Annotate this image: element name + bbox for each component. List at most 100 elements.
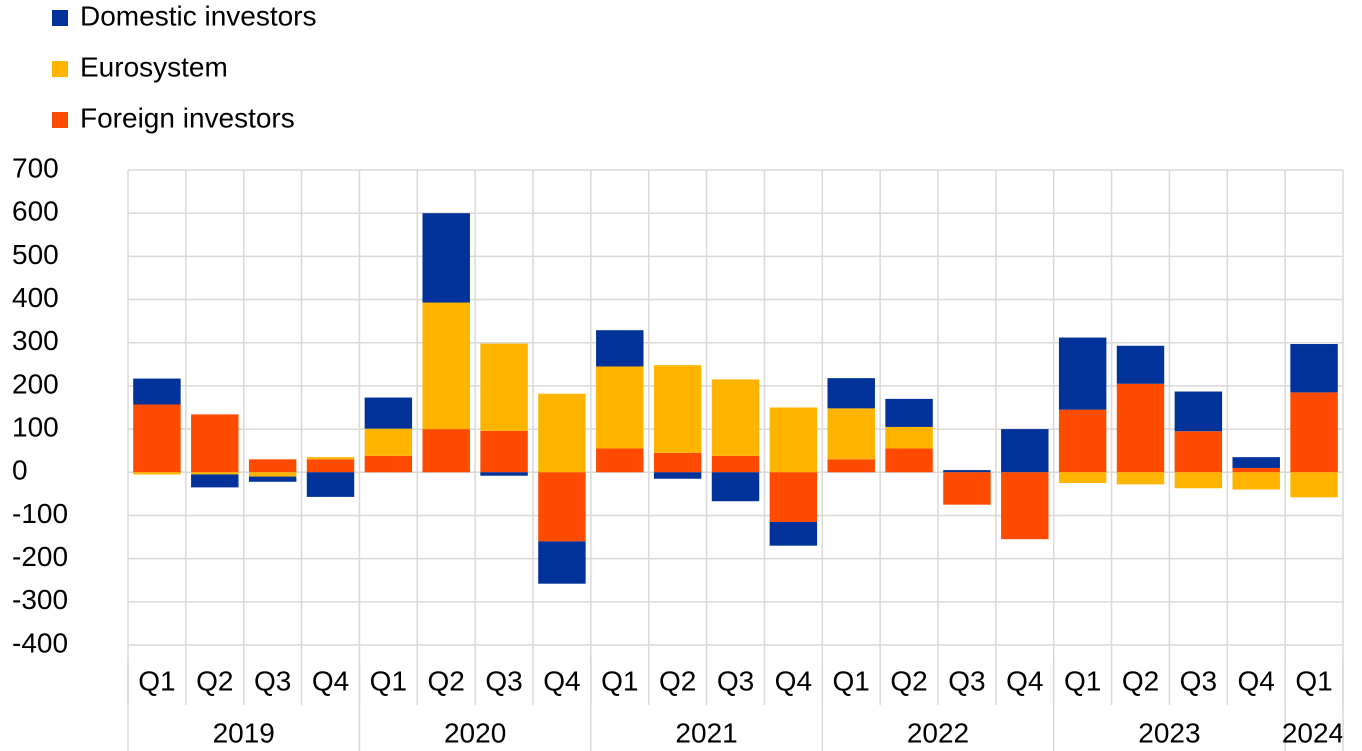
x-tick-label: Q3	[1180, 665, 1217, 696]
bar-segment	[480, 472, 528, 476]
y-tick-label: 100	[12, 411, 59, 442]
year-label: 2022	[907, 717, 969, 748]
bar-segment	[596, 366, 644, 449]
bar-segment	[885, 398, 933, 427]
bar-segment	[711, 379, 760, 456]
y-tick-label: -200	[12, 541, 68, 572]
year-label: 2023	[1138, 717, 1200, 748]
y-tick-label: 400	[12, 282, 59, 313]
bar-segment	[1232, 467, 1280, 473]
x-tick-label: Q3	[485, 665, 522, 696]
x-tick-label: Q1	[138, 665, 175, 696]
bar-segment	[480, 343, 528, 431]
bar-segment	[538, 541, 586, 584]
x-tick-label: Q2	[428, 665, 465, 696]
x-tick-label: Q2	[1122, 665, 1159, 696]
bar-segment	[191, 474, 239, 488]
bar-segment	[480, 430, 528, 473]
bar-segment	[364, 428, 413, 456]
x-tick-label: Q2	[890, 665, 927, 696]
x-tick-label: Q4	[543, 665, 580, 696]
bar-segment	[538, 472, 586, 542]
x-tick-label: Q2	[196, 665, 233, 696]
legend-label: Eurosystem	[80, 51, 228, 82]
bar-segment	[1058, 409, 1107, 473]
bar-segment	[885, 448, 933, 473]
legend-marker	[52, 61, 68, 77]
bar-segment	[1116, 472, 1165, 485]
bar-segment	[769, 521, 818, 546]
bar-segment	[711, 455, 760, 473]
y-tick-label: 500	[12, 239, 59, 270]
bar-segment	[653, 472, 702, 479]
bar-segment	[1290, 472, 1338, 498]
y-tick-label: -300	[12, 584, 68, 615]
x-tick-label: Q4	[775, 665, 812, 696]
bar-segment	[943, 472, 991, 505]
bar-segment	[943, 470, 991, 473]
bar-segment	[248, 459, 297, 473]
bar-segment	[133, 472, 181, 475]
y-tick-label: 200	[12, 368, 59, 399]
y-tick-label: -400	[12, 627, 68, 658]
bar-segment	[133, 378, 181, 405]
bar-segment	[422, 302, 470, 430]
y-tick-label: -100	[12, 498, 68, 529]
bar-segment	[1232, 457, 1280, 468]
x-tick-label: Q3	[717, 665, 754, 696]
y-tick-label: 0	[12, 455, 28, 486]
y-tick-label: 600	[12, 196, 59, 227]
bar-segment	[1058, 472, 1107, 484]
bar-segment	[1116, 345, 1165, 384]
x-tick-label: Q2	[659, 665, 696, 696]
bar-segment	[133, 404, 181, 473]
bar-segment	[769, 407, 818, 473]
bar-segment	[1058, 337, 1107, 410]
year-label: 2020	[444, 717, 506, 748]
legend-marker	[52, 10, 68, 26]
bar-segment	[1174, 431, 1223, 473]
bar-segment	[306, 472, 355, 497]
legend-label: Foreign investors	[80, 102, 295, 133]
x-tick-label: Q1	[601, 665, 638, 696]
bar-segment	[422, 429, 470, 473]
bar-segment	[596, 330, 644, 367]
bar-segment	[1001, 472, 1049, 540]
bar-segment	[885, 426, 933, 449]
bar-segment	[1116, 383, 1165, 473]
x-tick-label: Q1	[1064, 665, 1101, 696]
x-tick-label: Q4	[1006, 665, 1043, 696]
bar-segment	[1290, 344, 1338, 393]
bar-segment	[191, 414, 239, 473]
x-tick-label: Q3	[254, 665, 291, 696]
bar-segment	[422, 213, 470, 303]
bar-segment	[1174, 472, 1223, 489]
y-tick-label: 700	[12, 152, 59, 183]
bar-segment	[1001, 429, 1049, 473]
bar-segment	[248, 472, 297, 477]
year-label: 2024	[1282, 717, 1344, 748]
bar-segment	[248, 476, 297, 482]
x-tick-label: Q4	[1238, 665, 1275, 696]
bar-segment	[1174, 391, 1223, 432]
x-tick-label: Q3	[948, 665, 985, 696]
bar-segment	[653, 452, 702, 473]
bar-segment	[1232, 472, 1280, 490]
x-tick-label: Q1	[1295, 665, 1332, 696]
x-tick-label: Q4	[312, 665, 349, 696]
legend-label: Domestic investors	[80, 0, 317, 31]
year-label: 2019	[213, 717, 275, 748]
bar-segment	[364, 455, 413, 473]
bar-segment	[653, 365, 702, 453]
year-label: 2021	[675, 717, 737, 748]
bar-segment	[827, 378, 875, 409]
bar-segment	[1290, 392, 1338, 473]
x-tick-label: Q1	[370, 665, 407, 696]
x-tick-label: Q1	[833, 665, 870, 696]
y-tick-label: 300	[12, 325, 59, 356]
legend-marker	[52, 112, 68, 128]
bar-segment	[711, 472, 760, 502]
bar-segment	[827, 459, 875, 473]
bar-segment	[191, 472, 239, 475]
